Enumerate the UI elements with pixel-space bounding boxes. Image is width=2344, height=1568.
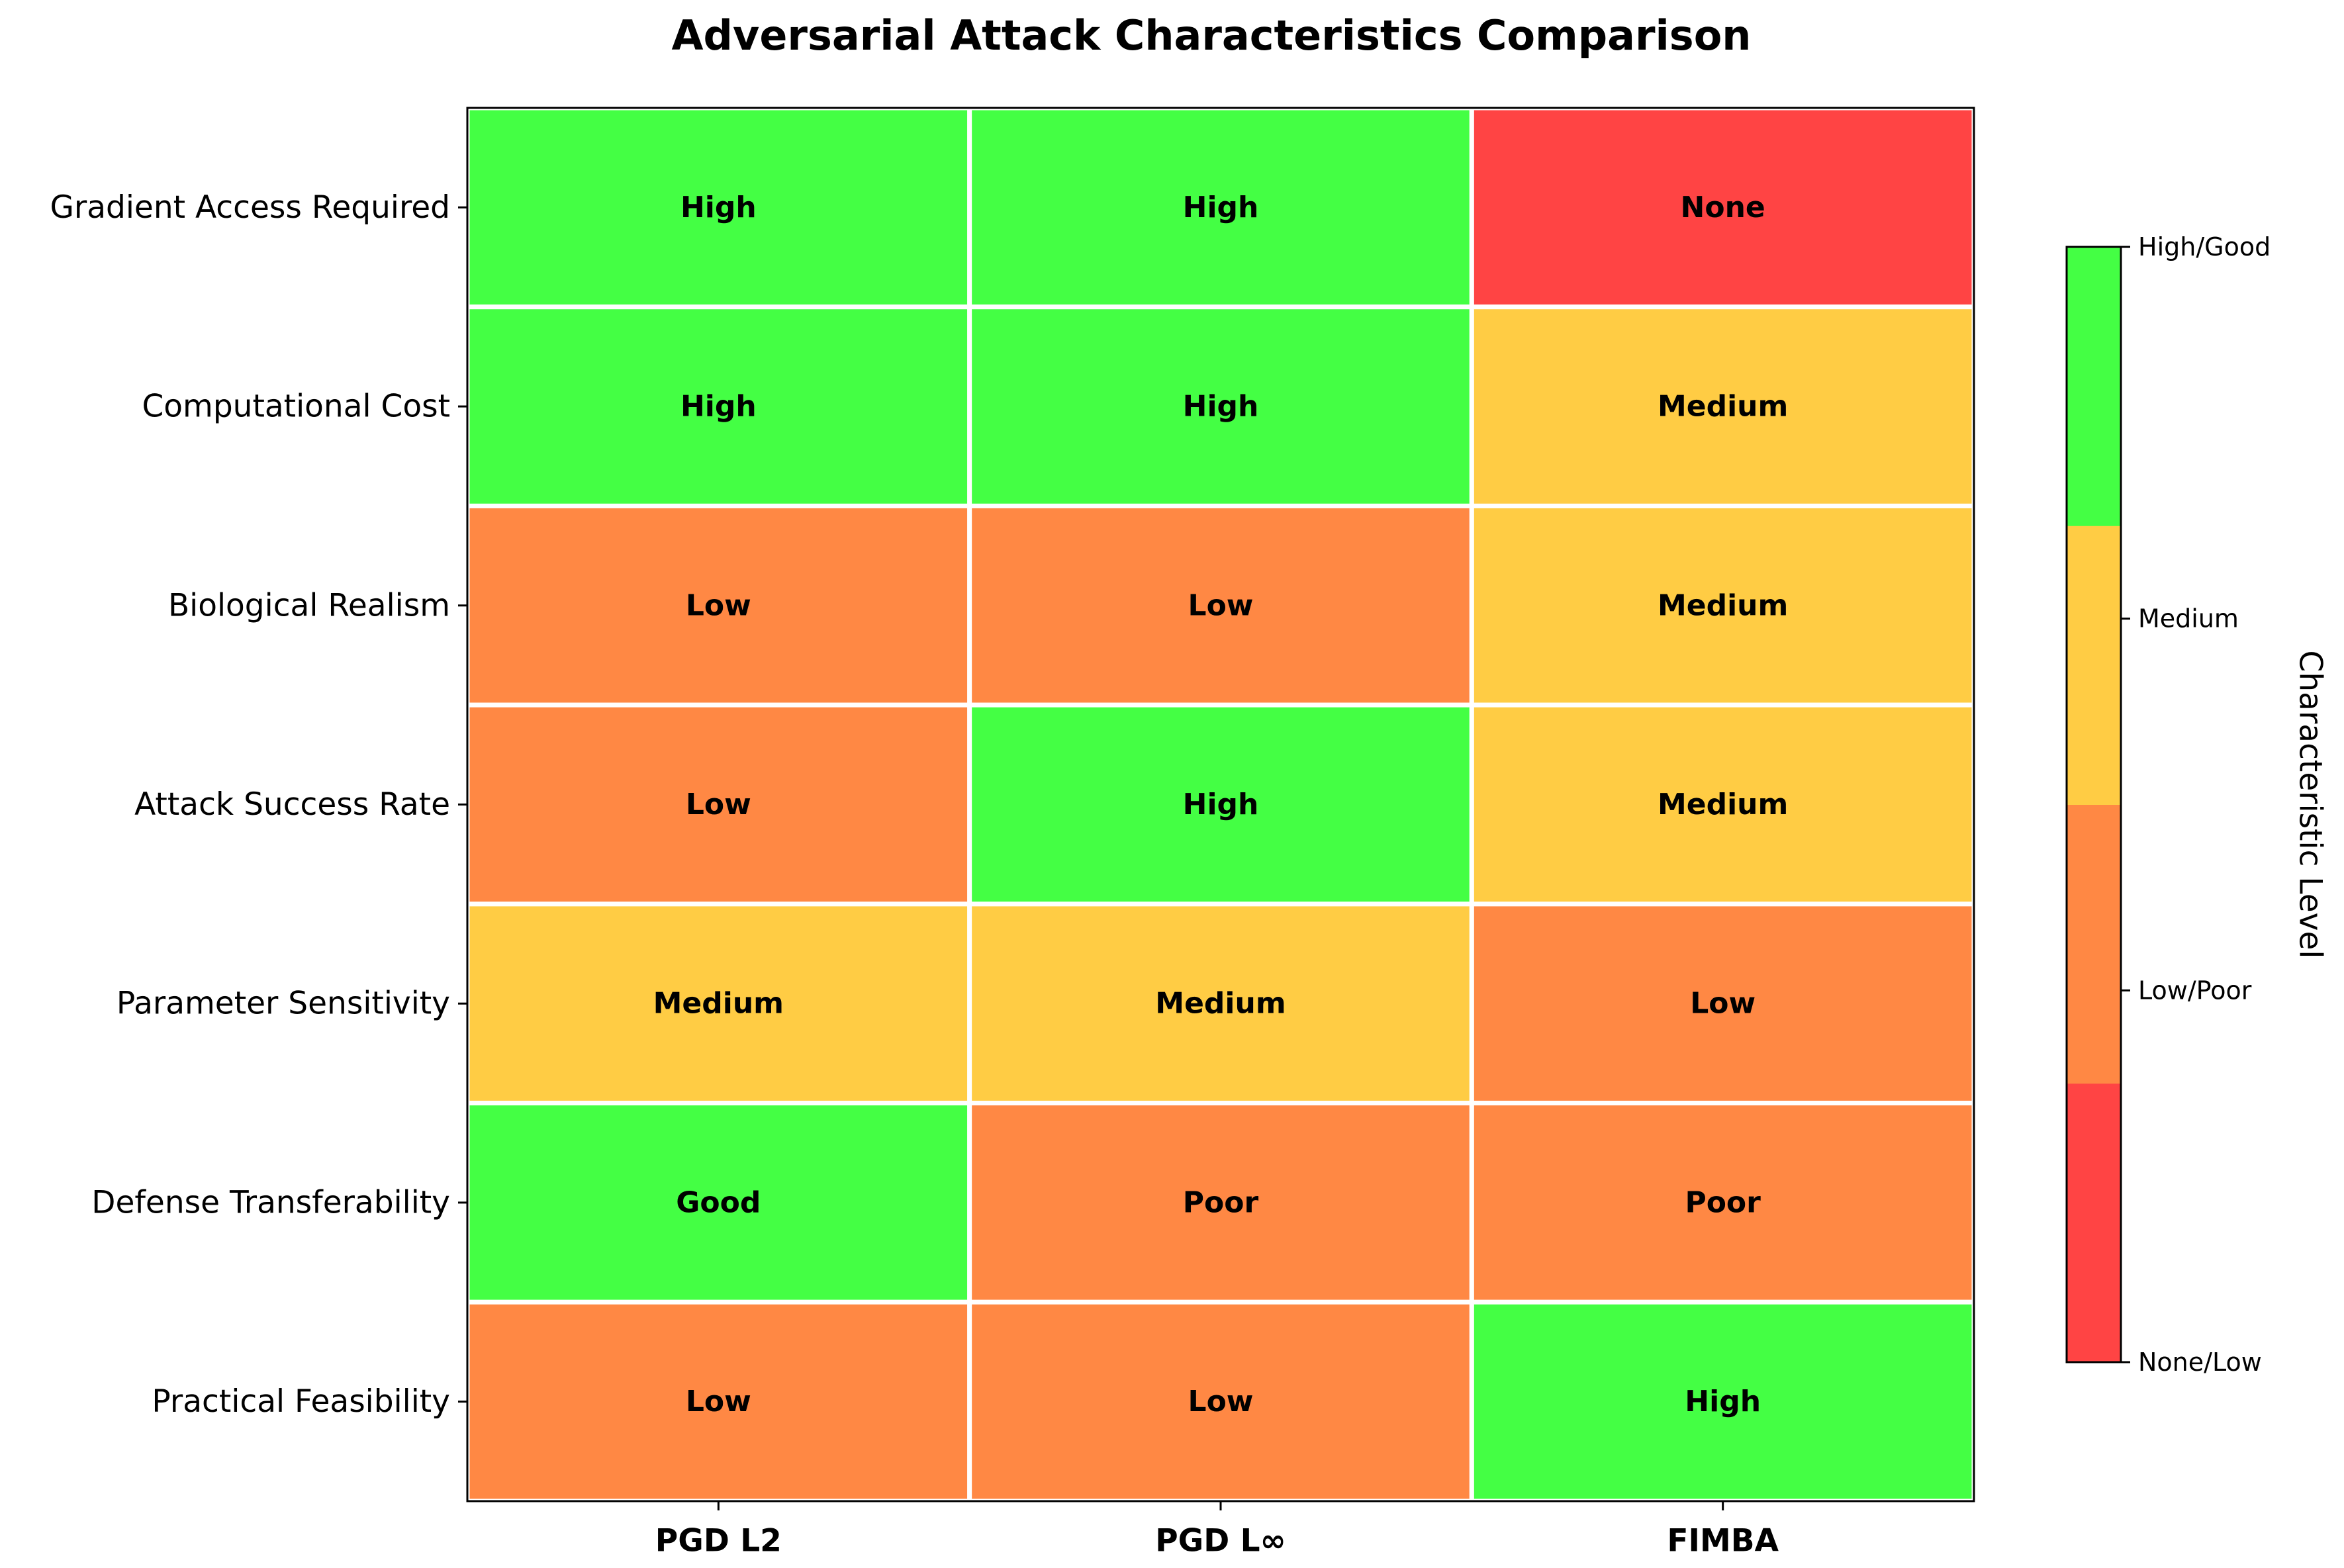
heatmap-cell: [1469, 1299, 1977, 1504]
cell-value-label: Medium: [1155, 987, 1286, 1021]
cell-value-label: Medium: [1658, 588, 1788, 622]
colorbar-segment: [2067, 247, 2121, 526]
cell-value-label: Low: [686, 588, 751, 622]
cell-value-label: Low: [1690, 987, 1756, 1021]
heatmap-cell: [465, 702, 972, 907]
x-tick-label: PGD L2: [655, 1523, 782, 1559]
x-axis-tick-labels: PGD L2 PGD L∞ FIMBA: [655, 1501, 1779, 1559]
colorbar-segment: [2067, 526, 2121, 805]
heatmap-cell: [967, 503, 1474, 708]
heatmap-cells: [465, 105, 1977, 1504]
x-tick-label: FIMBA: [1667, 1523, 1779, 1559]
heatmap-cell: [967, 1299, 1474, 1504]
cell-value-label: High: [680, 191, 757, 224]
heatmap-cell: [967, 105, 1474, 310]
y-tick-label: Parameter Sensitivity: [117, 986, 450, 1022]
heatmap-cell: [465, 105, 972, 310]
colorbar-frame: [2065, 246, 2122, 1363]
cell-value-label: Low: [1188, 1385, 1254, 1418]
chart-title: Adversarial Attack Characteristics Compa…: [672, 11, 1752, 60]
cell-value-label: Poor: [1685, 1185, 1761, 1219]
heatmap-cell: [1469, 304, 1977, 508]
cell-value-label: High: [1685, 1385, 1761, 1418]
cell-value-label: High: [680, 390, 757, 424]
cell-value-label: Low: [1188, 588, 1254, 622]
cell-value-label: Medium: [1658, 788, 1788, 821]
heatmap-cell: [967, 901, 1474, 1106]
colorbar-tick-label: Medium: [2138, 604, 2239, 633]
y-tick-label: Defense Transferability: [91, 1184, 450, 1221]
heatmap-cell: [967, 1101, 1474, 1305]
cell-value-label: Medium: [1658, 390, 1788, 424]
y-axis-tick-labels: Gradient Access Required Computational Co…: [50, 189, 467, 1420]
y-tick-label: Computational Cost: [142, 389, 450, 425]
colorbar-tick-label: High/Good: [2138, 232, 2271, 261]
y-tick-label: Biological Realism: [168, 587, 450, 623]
y-tick-label: Practical Feasibility: [152, 1383, 450, 1420]
cell-value-label: None: [1681, 191, 1765, 224]
heatmap-cell: [1469, 1101, 1977, 1305]
cell-value-label: Low: [686, 788, 751, 821]
x-tick-label: PGD L∞: [1155, 1523, 1286, 1559]
cell-value-label: High: [1183, 191, 1259, 224]
cell-value-label: Low: [686, 1385, 751, 1418]
cell-value-label: High: [1183, 390, 1259, 424]
heatmap-cell: [1469, 702, 1977, 907]
colorbar-segment: [2067, 804, 2121, 1084]
cell-value-label: Good: [676, 1185, 761, 1219]
cell-value-label: Poor: [1183, 1185, 1259, 1219]
heatmap-cell: [465, 1299, 972, 1504]
y-tick-label: Attack Success Rate: [134, 786, 450, 823]
colorbar-title: Characteristic Level: [2292, 651, 2329, 959]
cell-value-label: Medium: [653, 987, 784, 1021]
colorbar-tick-label: Low/Poor: [2138, 976, 2252, 1005]
heatmap-cell-labels: High High None High High Medium Low Low Medium Lo…: [653, 191, 1789, 1418]
y-tick-label: Gradient Access Required: [50, 189, 450, 226]
colorbar-tick-label: None/Low: [2138, 1348, 2262, 1377]
colorbar-segment: [2067, 1083, 2121, 1363]
cell-value-label: High: [1183, 788, 1259, 821]
colorbar: None/Low Low/Poor Medium High/Good: [2065, 232, 2271, 1377]
